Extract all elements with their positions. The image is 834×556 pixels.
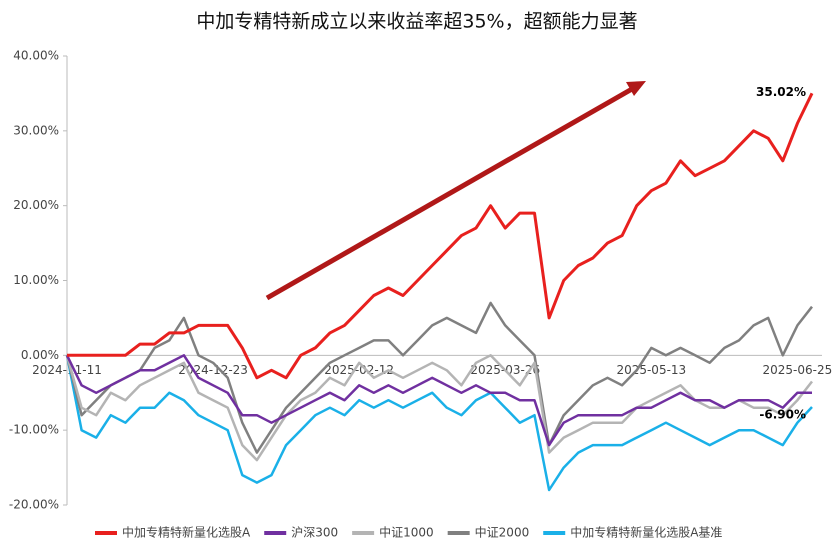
legend-label: 中证1000 [379,525,434,540]
chart-title: 中加专精特新成立以来收益率超35%，超额能力显著 [196,11,637,33]
x-tick-label: 2025-06-25 [763,363,833,377]
x-tick-label: 2024-11-11 [32,363,102,377]
y-tick-label: 40.00% [13,49,59,63]
y-tick-label: 30.00% [13,123,59,137]
arrow-head [626,81,646,96]
legend-label: 中加专精特新量化选股A基准 [570,525,722,540]
y-tick-label: 0.00% [21,348,59,362]
series-line [65,354,813,462]
x-tick-label: 2025-02-12 [324,363,394,377]
series-line [65,355,813,492]
annotation: 35.02% [756,85,806,99]
y-tick-label: -10.00% [9,423,59,437]
y-tick-label: -20.00% [9,498,59,512]
arrow-shaft [265,86,634,301]
series-line [67,92,814,380]
x-tick-label: 2025-05-13 [616,363,686,377]
y-tick-label: 10.00% [13,273,59,287]
legend-label: 中加专精特新量化选股A [122,525,251,540]
series-line [65,354,812,447]
series-line [65,301,813,454]
legend-label: 中证2000 [475,525,530,540]
legend-label: 沪深300 [291,526,338,540]
y-tick-label: 20.00% [13,198,59,212]
annotation: -6.90% [759,407,806,421]
trend-arrow [265,81,646,301]
